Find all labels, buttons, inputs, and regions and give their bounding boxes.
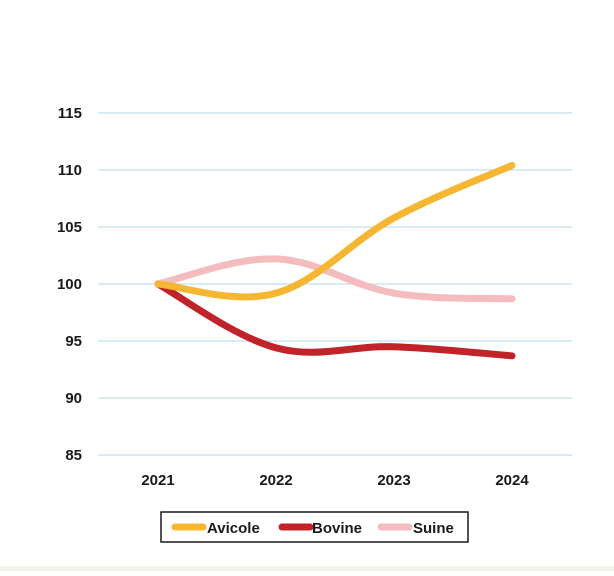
series-line-bovine [154, 280, 516, 360]
y-tick-label: 85 [65, 447, 82, 464]
bottom-strip [0, 566, 614, 571]
legend-label-bovine: Bovine [312, 520, 362, 537]
y-tick-label: 95 [65, 333, 82, 350]
series-line-suine [154, 255, 516, 303]
series-lines [154, 161, 516, 360]
x-axis-ticks: 2021 2022 2023 2024 [141, 472, 529, 489]
y-tick-label: 90 [65, 390, 82, 407]
x-tick-label: 2024 [495, 472, 529, 489]
y-tick-label: 100 [57, 276, 82, 293]
legend: Avicole Bovine Suine [160, 511, 469, 543]
y-tick-label: 110 [58, 162, 82, 179]
x-tick-label: 2023 [377, 472, 410, 489]
y-tick-label: 105 [57, 219, 82, 236]
y-axis-ticks: 85 90 95 100 105 110 115 [57, 105, 82, 464]
y-tick-label: 115 [58, 105, 82, 122]
legend-label-suine: Suine [413, 520, 454, 537]
x-tick-label: 2021 [141, 472, 174, 489]
legend-box [160, 511, 469, 543]
legend-label-avicole: Avicole [207, 520, 260, 537]
series-line-avicole [154, 161, 516, 301]
x-tick-label: 2022 [259, 472, 292, 489]
